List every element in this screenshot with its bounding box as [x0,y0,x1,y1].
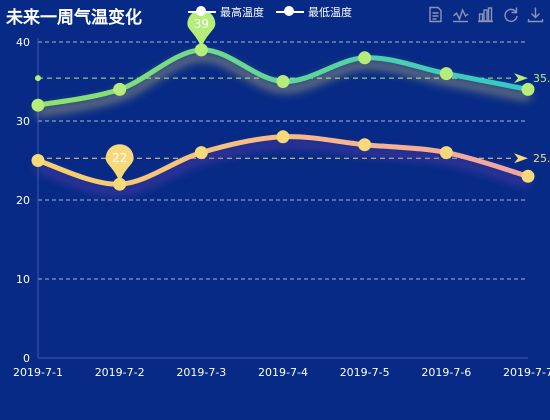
pin-label-high: 39 [194,17,209,31]
legend-marker-icon [276,5,304,19]
data-point-high[interactable] [276,75,290,88]
chart-line-icon[interactable] [452,6,469,23]
legend-label-high: 最高温度 [220,6,264,19]
download-icon[interactable] [527,6,544,23]
x-tick-label: 2019-7-2 [95,366,145,379]
data-point-low[interactable] [31,154,45,167]
restore-icon[interactable] [502,6,519,23]
pin-label-low: 22 [112,151,127,165]
x-tick-label: 2019-7-1 [13,366,63,379]
data-point-high[interactable] [113,82,127,96]
data-view-icon[interactable] [427,6,444,23]
data-point-high[interactable] [31,98,45,112]
mean-line-start-high [35,75,41,82]
legend-label-low: 最低温度 [308,6,352,19]
legend: 最高温度 最低温度 [188,4,352,20]
mean-line-arrow-low [514,153,528,164]
data-point-low[interactable] [439,146,453,160]
toolbox [427,6,544,23]
x-tick-label: 2019-7-4 [258,366,308,379]
y-tick-label: 10 [16,273,30,286]
x-tick-label: 2019-7-3 [176,366,226,379]
data-point-low[interactable] [194,146,208,160]
pin-marker-high [187,9,216,48]
data-point-low[interactable] [276,130,290,144]
y-tick-label: 0 [23,352,30,365]
y-tick-label: 30 [16,115,30,128]
y-tick-label: 20 [16,194,30,207]
pin-marker-low [105,144,134,183]
x-tick-label: 2019-7-7 [503,366,550,379]
x-tick-label: 2019-7-5 [340,366,390,379]
y-tick-label: 40 [16,36,30,49]
data-point-high[interactable] [194,43,208,57]
data-point-high[interactable] [439,67,453,81]
legend-marker-icon [188,5,216,19]
mean-label-high: 35. [533,72,550,85]
mean-line-arrow-high [514,73,528,84]
data-point-high[interactable] [358,51,372,65]
data-point-low[interactable] [113,177,127,191]
data-point-high[interactable] [521,82,535,96]
chart-bar-icon[interactable] [477,6,494,23]
x-tick-label: 2019-7-6 [421,366,471,379]
legend-item-low[interactable]: 最低温度 [276,4,352,20]
chart-title: 未来一周气温变化 [6,8,142,28]
data-point-low[interactable] [358,138,372,152]
data-point-low[interactable] [521,169,535,183]
legend-item-high[interactable]: 最高温度 [188,4,264,20]
mean-label-low: 25. [533,152,550,165]
